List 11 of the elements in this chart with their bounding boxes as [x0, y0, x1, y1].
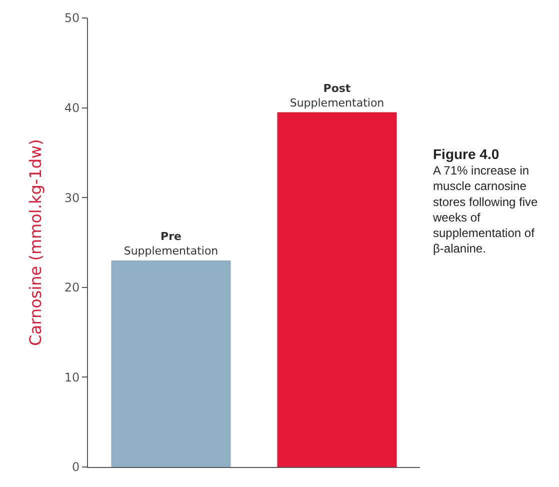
x-tick-label: Post Supplementation: [290, 82, 384, 110]
text: Figure 4.0: [433, 146, 500, 162]
y-tick-label: 20: [64, 280, 80, 295]
y-tick-label: 10: [64, 370, 80, 384]
y-tick-label: 30: [64, 190, 80, 205]
y-tick-label: 40: [64, 101, 80, 115]
x-tick-label: Pre Supplementation: [124, 230, 218, 258]
y-tick-label: 50: [64, 11, 80, 26]
y-tick-label: 0: [72, 460, 80, 474]
y-axis-title: Carnosine (mmol.kg-1dw): [26, 139, 46, 346]
text: A 71% increase in muscle carnosine stores following five weeks of supplementation of β-alanine.: [432, 164, 538, 256]
